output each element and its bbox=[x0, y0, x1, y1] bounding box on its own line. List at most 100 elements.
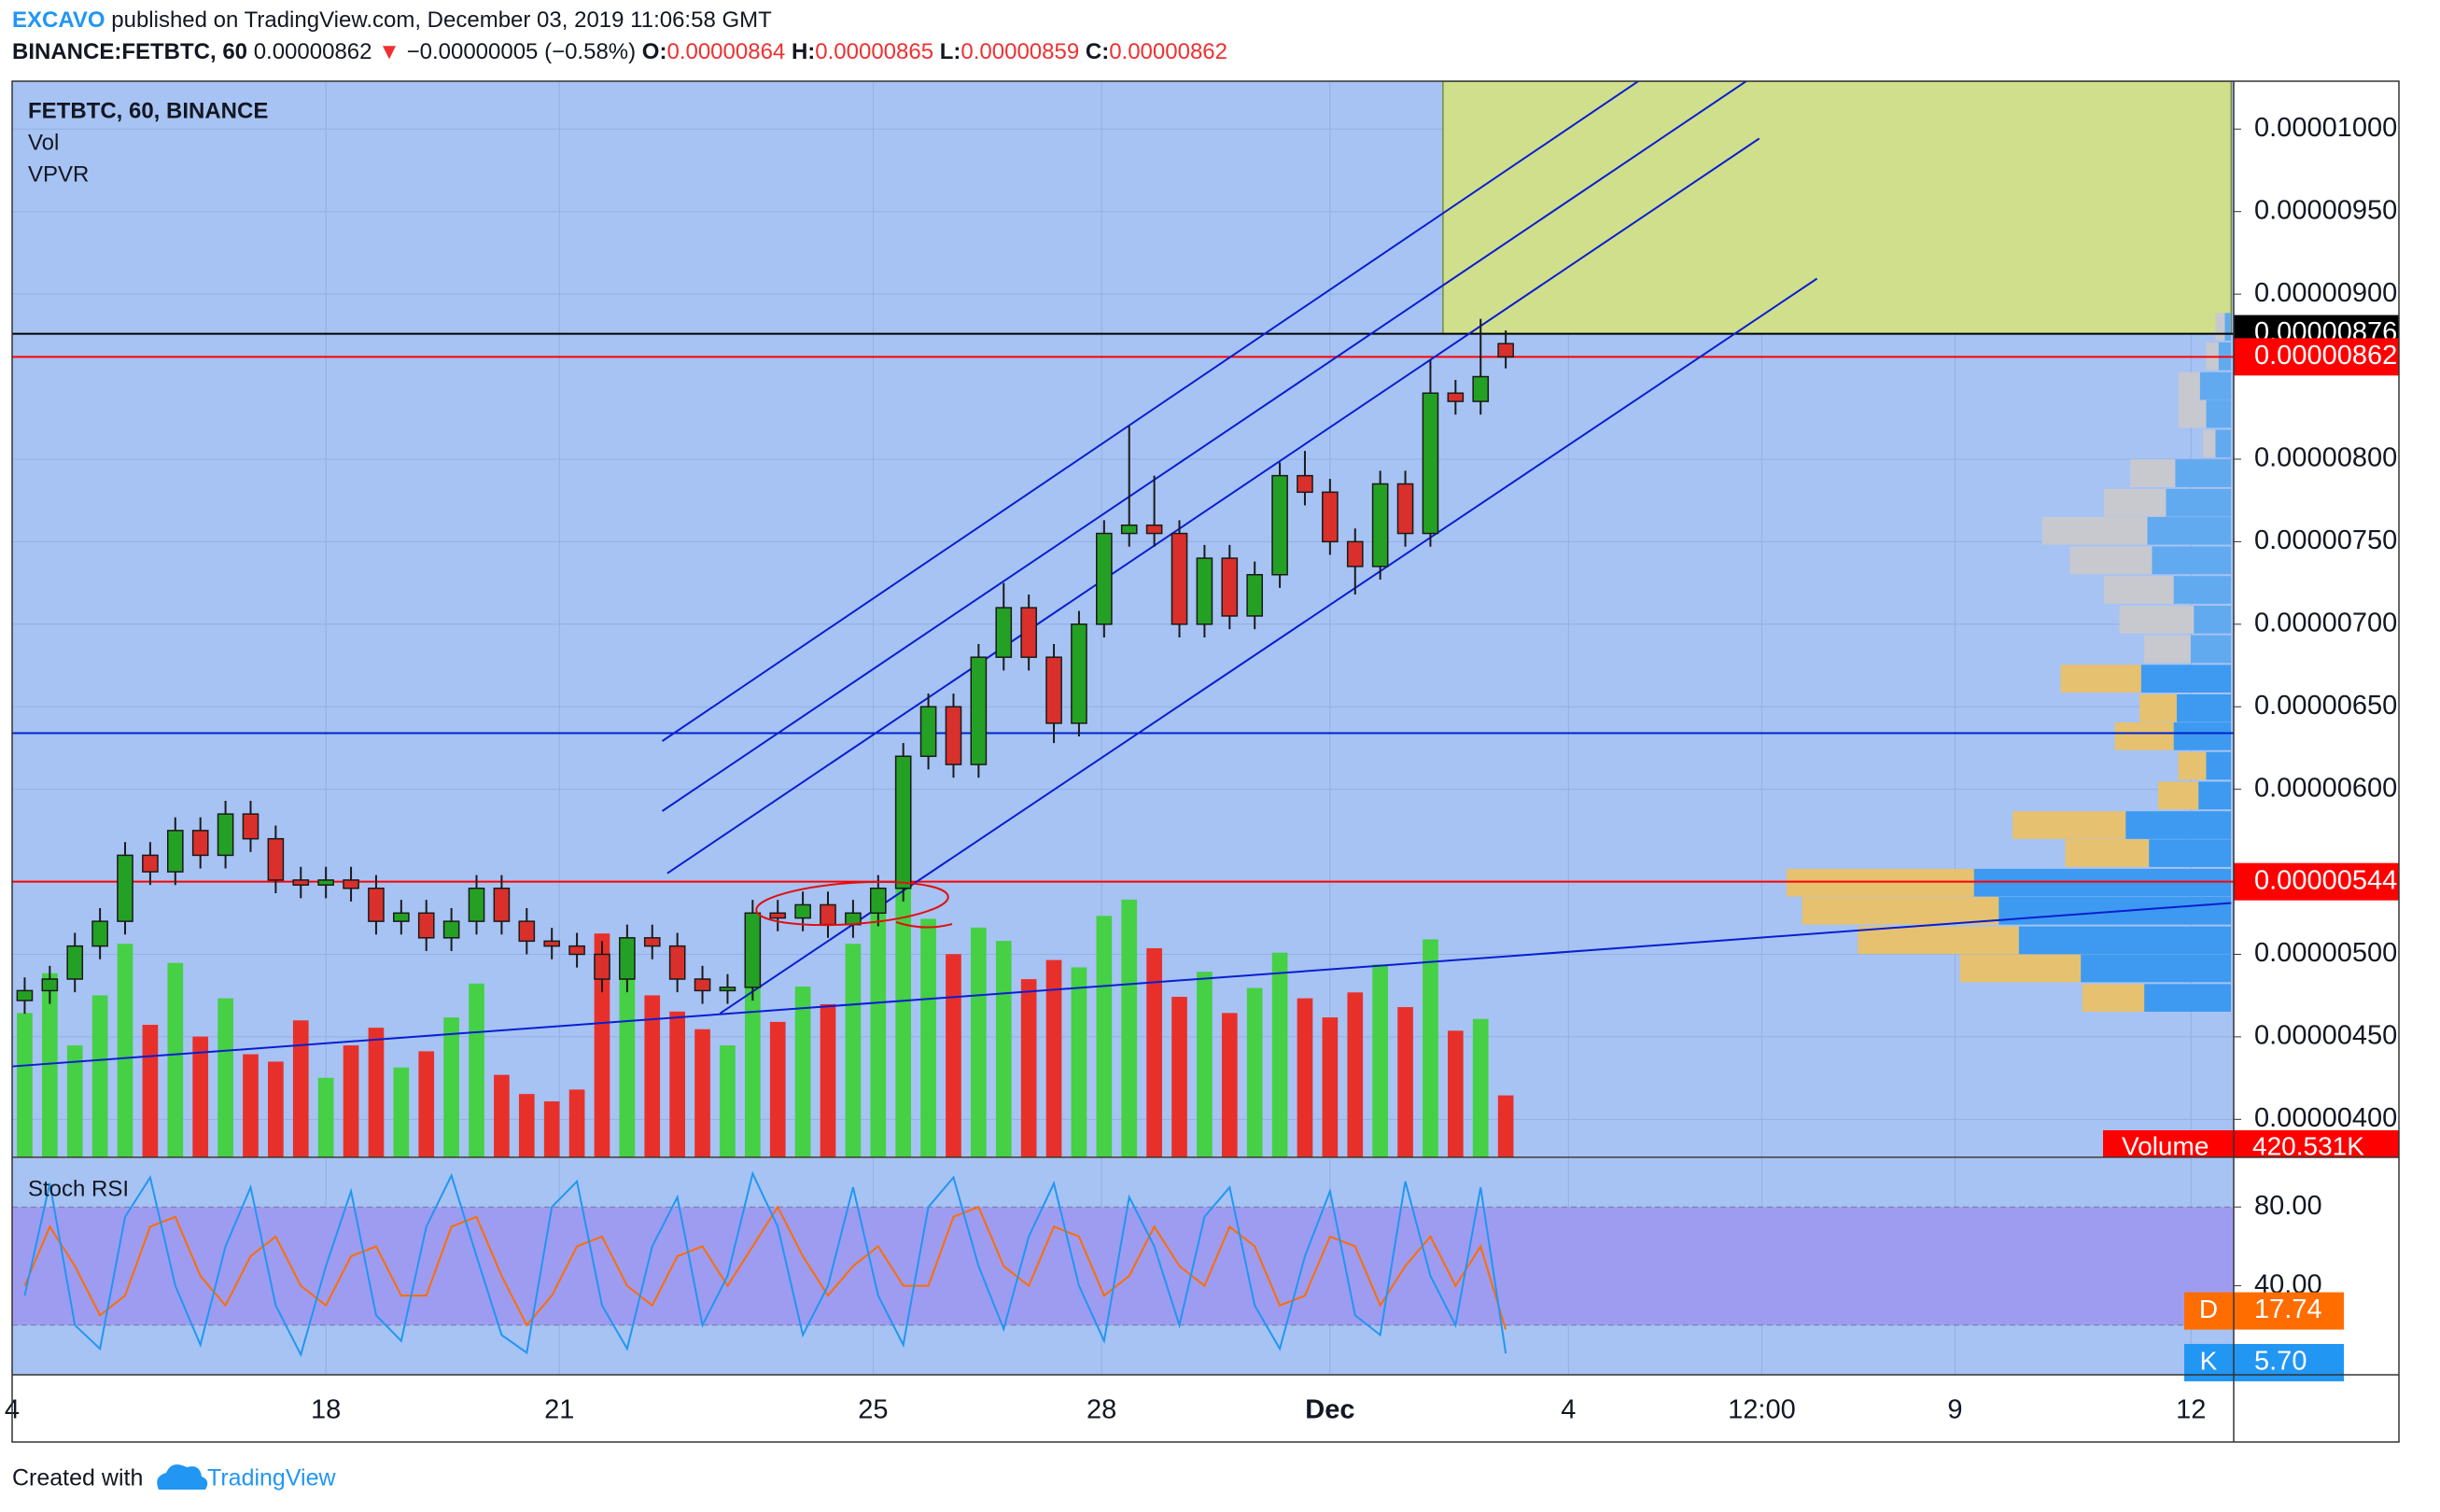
o-label: O: bbox=[641, 39, 667, 64]
candle-body bbox=[1196, 557, 1213, 625]
stoch-band bbox=[12, 1207, 2234, 1325]
y-tick-label: 0.00000400 bbox=[2254, 1103, 2397, 1133]
vpvr-up bbox=[2140, 665, 2231, 693]
h-value: 0.00000865 bbox=[815, 39, 934, 64]
vpvr-down bbox=[1787, 868, 1974, 897]
volume-bar bbox=[644, 995, 661, 1157]
y-tick-label: 0.00000800 bbox=[2254, 443, 2397, 473]
vpvr-up bbox=[2190, 635, 2231, 664]
l-label: L: bbox=[939, 39, 961, 64]
stoch-title: Stoch RSI bbox=[28, 1176, 129, 1201]
vpvr-up bbox=[2166, 488, 2231, 517]
annotation-tail bbox=[895, 921, 953, 929]
volume-bar bbox=[192, 1036, 209, 1157]
last-price: 0.00000862 bbox=[253, 39, 372, 64]
volume-bar bbox=[995, 941, 1012, 1157]
volume-bar bbox=[1472, 1018, 1489, 1157]
vpvr-down bbox=[2104, 576, 2174, 604]
x-tick-label: 21 bbox=[544, 1395, 574, 1425]
legend-entry: FETBTC, 60, BINANCE bbox=[28, 98, 268, 123]
x-tick-label: 25 bbox=[858, 1395, 888, 1425]
vpvr-up bbox=[2144, 984, 2231, 1012]
volume-bar bbox=[744, 959, 761, 1157]
y-tick-label: 0.00000600 bbox=[2254, 773, 2397, 803]
volume-bar bbox=[393, 1067, 410, 1157]
footer-text: Created with bbox=[12, 1465, 143, 1491]
candle-body bbox=[794, 903, 811, 919]
c-value: 0.00000862 bbox=[1109, 39, 1227, 64]
candle-body bbox=[468, 888, 485, 922]
vpvr-down bbox=[1959, 954, 2082, 983]
volume-bar bbox=[17, 1013, 33, 1157]
vpvr-up bbox=[2199, 371, 2231, 400]
volume-bar bbox=[443, 1017, 459, 1157]
candle-body bbox=[1447, 392, 1465, 402]
candle-body bbox=[442, 920, 460, 939]
volume-bar bbox=[946, 954, 961, 1157]
candle-body bbox=[242, 813, 259, 840]
vpvr-down bbox=[2041, 516, 2148, 545]
candle-body bbox=[166, 830, 184, 873]
candle-body bbox=[368, 888, 385, 922]
candle-body bbox=[317, 879, 334, 886]
volume-bar bbox=[543, 1101, 560, 1157]
candle-body bbox=[41, 978, 59, 992]
candle-body bbox=[518, 920, 536, 943]
x-tick-label: 12:00 bbox=[1728, 1395, 1796, 1425]
vpvr-down bbox=[1802, 896, 1999, 925]
volume-bar bbox=[895, 877, 912, 1157]
footer: Created with TradingView bbox=[12, 1464, 337, 1491]
y-tick-label: 0.00001000 bbox=[2254, 113, 2397, 143]
volume-bar bbox=[91, 995, 108, 1157]
y-tick-label: 0.00000950 bbox=[2254, 195, 2397, 225]
author[interactable]: EXCAVO bbox=[12, 7, 105, 33]
x-tick-label: 4 bbox=[1561, 1395, 1576, 1425]
publish-info: published on TradingView.com, December 0… bbox=[105, 7, 772, 33]
volume-bar bbox=[343, 1045, 359, 1157]
candle-body bbox=[1221, 557, 1239, 617]
vpvr-up bbox=[2149, 839, 2231, 867]
vpvr-down bbox=[2069, 546, 2153, 575]
candle-body bbox=[1271, 474, 1288, 576]
candle-body bbox=[894, 755, 912, 889]
vpvr-down bbox=[2012, 811, 2126, 839]
footer-brand[interactable]: TradingView bbox=[207, 1465, 337, 1491]
stoch-tag-name: K bbox=[2200, 1346, 2218, 1375]
stoch-tag-name: D bbox=[2199, 1295, 2218, 1323]
o-value: 0.00000864 bbox=[666, 39, 786, 64]
annotation-ellipse bbox=[755, 880, 949, 927]
candle-body bbox=[1422, 392, 1439, 535]
vpvr-up bbox=[2018, 926, 2231, 955]
volume-bar bbox=[1347, 992, 1364, 1157]
volume-bar bbox=[1271, 952, 1288, 1157]
y-tick-label: 0.00000450 bbox=[2254, 1021, 2397, 1051]
volume-bar bbox=[1221, 1013, 1238, 1157]
volume-bar bbox=[42, 973, 58, 1157]
volume-bar bbox=[317, 1077, 334, 1157]
vpvr-down bbox=[2104, 488, 2167, 517]
vpvr-up bbox=[2173, 576, 2231, 604]
vpvr-up bbox=[2081, 954, 2231, 983]
volume-bar bbox=[870, 906, 887, 1157]
change-arrow: ▼ bbox=[378, 39, 400, 64]
vpvr-up bbox=[2125, 811, 2231, 839]
vpvr-up bbox=[2194, 606, 2231, 634]
volume-bar bbox=[268, 1061, 284, 1157]
candle-body bbox=[292, 879, 310, 886]
candle-body bbox=[719, 987, 736, 992]
volume-bar bbox=[1121, 899, 1138, 1157]
price-tag bbox=[2234, 338, 2399, 376]
trend-line bbox=[12, 902, 2232, 1068]
trend-line bbox=[666, 137, 1760, 875]
l-value: 0.00000859 bbox=[961, 39, 1080, 64]
vpvr-up bbox=[2206, 399, 2231, 428]
publish-line: EXCAVO published on TradingView.com, Dec… bbox=[12, 7, 772, 34]
vpvr-down bbox=[2158, 781, 2199, 810]
volume-bar bbox=[1197, 972, 1213, 1157]
vpvr-down bbox=[2114, 722, 2174, 750]
vpvr-up bbox=[2224, 313, 2231, 341]
candle-body bbox=[343, 879, 359, 889]
candle-body bbox=[543, 940, 561, 947]
volume-bar bbox=[971, 927, 987, 1157]
